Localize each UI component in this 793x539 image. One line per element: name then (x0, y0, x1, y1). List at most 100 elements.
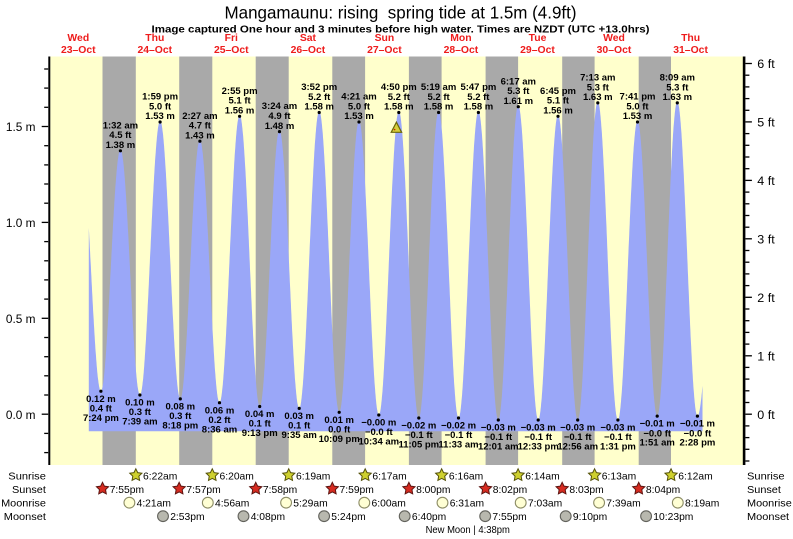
svg-text:Wed: Wed (603, 33, 625, 44)
svg-text:10:34 am: 10:34 am (358, 437, 399, 448)
svg-text:5.1 ft: 5.1 ft (229, 96, 252, 107)
svg-text:30–Oct: 30–Oct (597, 45, 632, 56)
svg-text:Sunset: Sunset (12, 485, 46, 496)
svg-text:6:31am: 6:31am (450, 498, 484, 509)
svg-text:1:32 am: 1:32 am (103, 120, 138, 131)
svg-text:26–Oct: 26–Oct (291, 45, 326, 56)
svg-text:29–Oct: 29–Oct (520, 45, 555, 56)
svg-text:5.2 ft: 5.2 ft (308, 92, 331, 103)
svg-text:4:08pm: 4:08pm (251, 512, 285, 523)
svg-text:1.61 m: 1.61 m (504, 96, 534, 107)
svg-text:6:22am: 6:22am (143, 471, 177, 482)
svg-text:8:04pm: 8:04pm (646, 485, 680, 496)
svg-text:1.0 m: 1.0 m (6, 216, 36, 230)
svg-text:6:17 am: 6:17 am (501, 76, 536, 87)
svg-text:1.63 m: 1.63 m (663, 92, 693, 103)
svg-text:Wed: Wed (67, 33, 89, 44)
svg-text:Sunset: Sunset (747, 485, 781, 496)
svg-text:11:05 pm: 11:05 pm (398, 440, 439, 451)
svg-text:Sat: Sat (300, 33, 317, 44)
svg-text:0.1 ft: 0.1 ft (288, 421, 311, 432)
svg-text:9:35 am: 9:35 am (282, 430, 317, 441)
svg-text:5:19 am: 5:19 am (421, 82, 456, 93)
svg-text:1.53 m: 1.53 m (344, 111, 374, 122)
svg-text:6:16am: 6:16am (449, 471, 483, 482)
svg-text:4:21 am: 4:21 am (341, 92, 376, 103)
svg-text:1 ft: 1 ft (757, 349, 775, 363)
svg-text:1:51 am: 1:51 am (640, 438, 675, 449)
svg-text:0.1 ft: 0.1 ft (249, 419, 272, 430)
svg-text:12:56 am: 12:56 am (557, 442, 598, 453)
svg-text:3:52 pm: 3:52 pm (301, 82, 337, 93)
svg-text:7:57pm: 7:57pm (186, 485, 220, 496)
svg-text:−0.03 m: −0.03 m (481, 423, 516, 434)
svg-text:6:00am: 6:00am (372, 498, 406, 509)
svg-text:0.0 ft: 0.0 ft (328, 425, 351, 436)
svg-text:7:39 am: 7:39 am (122, 417, 157, 428)
svg-text:6:40pm: 6:40pm (412, 512, 446, 523)
svg-text:12:33 pm: 12:33 pm (518, 442, 559, 453)
svg-text:8:09 am: 8:09 am (660, 73, 695, 84)
svg-text:0.2 ft: 0.2 ft (208, 415, 231, 426)
svg-text:5:24pm: 5:24pm (331, 512, 365, 523)
svg-text:0.04 m: 0.04 m (245, 409, 275, 420)
svg-text:11:33 am: 11:33 am (438, 440, 478, 451)
svg-text:1.58 m: 1.58 m (304, 102, 334, 113)
svg-text:25–Oct: 25–Oct (214, 45, 249, 56)
svg-text:1.53 m: 1.53 m (623, 111, 653, 122)
svg-text:0 ft: 0 ft (757, 408, 775, 422)
svg-text:6:19am: 6:19am (296, 471, 330, 482)
svg-text:27–Oct: 27–Oct (367, 45, 402, 56)
svg-text:2:27 am: 2:27 am (182, 111, 217, 122)
svg-text:−0.01 m: −0.01 m (680, 419, 715, 430)
svg-text:5 ft: 5 ft (757, 116, 775, 130)
svg-text:5.3 ft: 5.3 ft (666, 82, 689, 93)
svg-text:8:00pm: 8:00pm (416, 485, 450, 496)
svg-text:7:13 am: 7:13 am (580, 73, 615, 84)
svg-text:8:18 pm: 8:18 pm (162, 421, 198, 432)
svg-text:New Moon | 4:38pm: New Moon | 4:38pm (426, 525, 510, 536)
svg-text:6 ft: 6 ft (757, 57, 775, 71)
svg-text:Sunrise: Sunrise (747, 472, 785, 483)
svg-text:7:41 pm: 7:41 pm (620, 92, 656, 103)
svg-text:−0.02 m: −0.02 m (401, 421, 436, 432)
svg-text:−0.0 ft: −0.0 ft (643, 428, 672, 439)
svg-text:8:03pm: 8:03pm (569, 485, 603, 496)
svg-text:3:24 am: 3:24 am (262, 101, 297, 112)
svg-text:Moonset: Moonset (4, 512, 46, 523)
svg-text:−0.01 m: −0.01 m (640, 419, 675, 430)
svg-text:1.58 m: 1.58 m (384, 102, 414, 113)
svg-text:1.58 m: 1.58 m (464, 102, 494, 113)
svg-text:6:45 pm: 6:45 pm (540, 86, 576, 97)
svg-text:8:36 am: 8:36 am (202, 424, 237, 435)
svg-text:Mangamaunu: rising spring tid: Mangamaunu: rising spring tide at 1.5m (… (225, 2, 577, 22)
svg-text:6:14am: 6:14am (525, 471, 559, 482)
svg-text:5.3 ft: 5.3 ft (507, 86, 530, 97)
svg-text:0.06 m: 0.06 m (205, 405, 235, 416)
svg-text:24–Oct: 24–Oct (137, 45, 172, 56)
svg-text:4.5 ft: 4.5 ft (109, 130, 132, 141)
svg-text:3 ft: 3 ft (757, 233, 775, 247)
svg-text:1.53 m: 1.53 m (145, 111, 175, 122)
svg-text:−0.03 m: −0.03 m (521, 423, 556, 434)
svg-text:5.0 ft: 5.0 ft (626, 101, 649, 112)
svg-text:1.48 m: 1.48 m (265, 121, 295, 132)
svg-text:1:31 pm: 1:31 pm (600, 442, 636, 453)
svg-text:9:13 pm: 9:13 pm (242, 428, 278, 439)
svg-text:6:12am: 6:12am (678, 471, 712, 482)
svg-text:−0.1 ft: −0.1 ft (564, 432, 593, 443)
svg-text:Sun: Sun (375, 33, 395, 44)
svg-text:2:53pm: 2:53pm (170, 512, 204, 523)
svg-text:−0.1 ft: −0.1 ft (445, 430, 474, 441)
svg-text:28–Oct: 28–Oct (444, 45, 479, 56)
svg-text:7:39am: 7:39am (606, 498, 640, 509)
svg-text:0.0 m: 0.0 m (6, 408, 36, 422)
svg-text:7:59pm: 7:59pm (340, 485, 374, 496)
svg-text:5.2 ft: 5.2 ft (467, 92, 490, 103)
svg-text:7:24 pm: 7:24 pm (83, 413, 119, 424)
svg-text:−0.00 m: −0.00 m (361, 418, 396, 429)
svg-text:1.5 m: 1.5 m (6, 120, 36, 134)
svg-text:5.2 ft: 5.2 ft (428, 92, 451, 103)
svg-text:−0.03 m: −0.03 m (600, 423, 635, 434)
svg-text:1.56 m: 1.56 m (543, 106, 573, 117)
